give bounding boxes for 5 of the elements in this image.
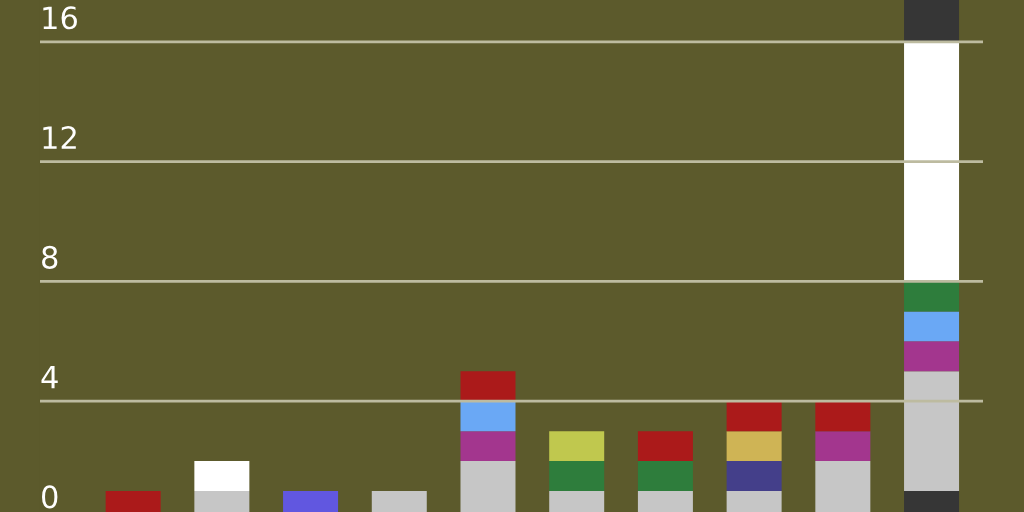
y-tick-label: 8 [42, 245, 58, 269]
y-tick-label: 12 [43, 126, 76, 149]
y-tick-label: 0 [42, 485, 58, 509]
y-tick-label: 16 [43, 6, 77, 30]
y-tick-label: 4 [41, 365, 58, 389]
